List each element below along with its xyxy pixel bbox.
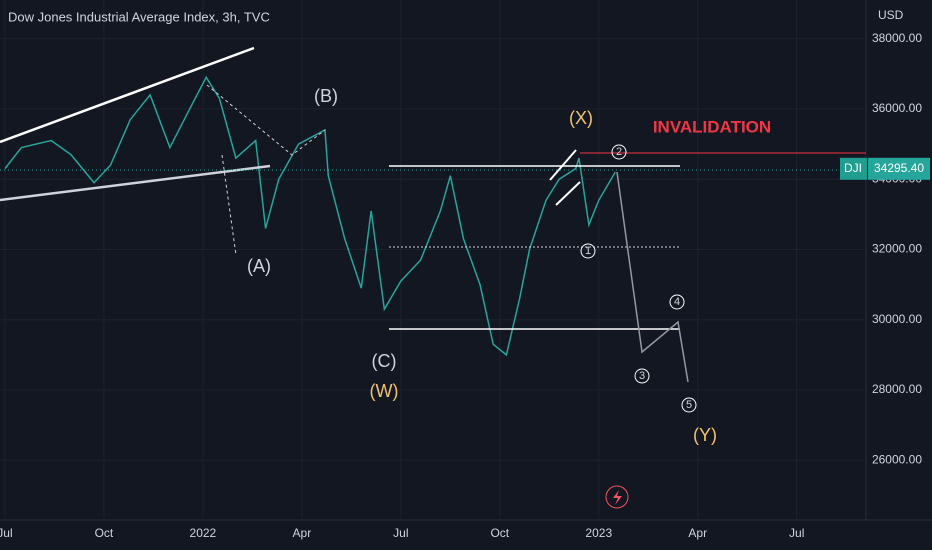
wave-label: (A) — [247, 256, 271, 276]
chart-title: Dow Jones Industrial Average Index, 3h, … — [8, 9, 270, 24]
wave-label: (B) — [314, 86, 338, 106]
currency: USD — [878, 8, 904, 22]
last-price-box — [868, 157, 930, 180]
last-price-label: 34295.40 — [874, 161, 924, 175]
trendline — [0, 164, 271, 202]
y-tick-label: 36000.00 — [872, 101, 922, 115]
wave-number: 2 — [616, 146, 622, 158]
x-tick-label: Jul — [0, 526, 13, 540]
dashed-wave — [221, 154, 237, 256]
wave-number: 3 — [639, 370, 645, 382]
price-line — [4, 75, 616, 357]
wave-label: (C) — [372, 351, 397, 371]
channel-line — [555, 181, 581, 206]
y-tick-label: 32000.00 — [872, 242, 922, 256]
x-tick-label: Oct — [95, 526, 114, 540]
circle — [634, 368, 650, 384]
x-tick-label: Oct — [490, 526, 509, 540]
event-icon[interactable] — [605, 485, 629, 509]
wave-number: 5 — [686, 399, 692, 411]
wave-label: (W) — [370, 381, 399, 401]
y-tick-label: 26000.00 — [872, 452, 922, 466]
x-tick-label: Apr — [688, 526, 707, 540]
circle — [681, 397, 697, 413]
wave-label: (Y) — [693, 425, 717, 445]
wave-number: 1 — [585, 245, 591, 257]
symbol-label: DJI — [844, 161, 862, 175]
y-tick-label: 30000.00 — [872, 312, 922, 326]
channel-line — [549, 149, 577, 181]
x-tick-label: 2022 — [190, 526, 217, 540]
circle — [669, 294, 685, 310]
circle — [580, 243, 596, 259]
y-tick-label: 28000.00 — [872, 382, 922, 396]
wave-label: (X) — [569, 108, 593, 128]
y-tick-label: 38000.00 — [872, 31, 922, 45]
x-tick-label: Jul — [789, 526, 804, 540]
projection — [616, 171, 689, 383]
invalidation-label: INVALIDATION — [653, 117, 771, 136]
drawings — [0, 46, 866, 509]
x-tick-label: Apr — [293, 526, 312, 540]
circle — [611, 144, 627, 160]
wave-number: 4 — [674, 296, 680, 308]
x-tick-label: 2023 — [585, 526, 612, 540]
plot — [0, 0, 866, 520]
event-icon-bolt — [613, 490, 622, 505]
wave-circles — [580, 144, 697, 413]
x-tick-label: Jul — [393, 526, 408, 540]
trendline — [0, 46, 255, 144]
symbol-box — [840, 157, 867, 180]
dashed-wave — [206, 84, 326, 156]
